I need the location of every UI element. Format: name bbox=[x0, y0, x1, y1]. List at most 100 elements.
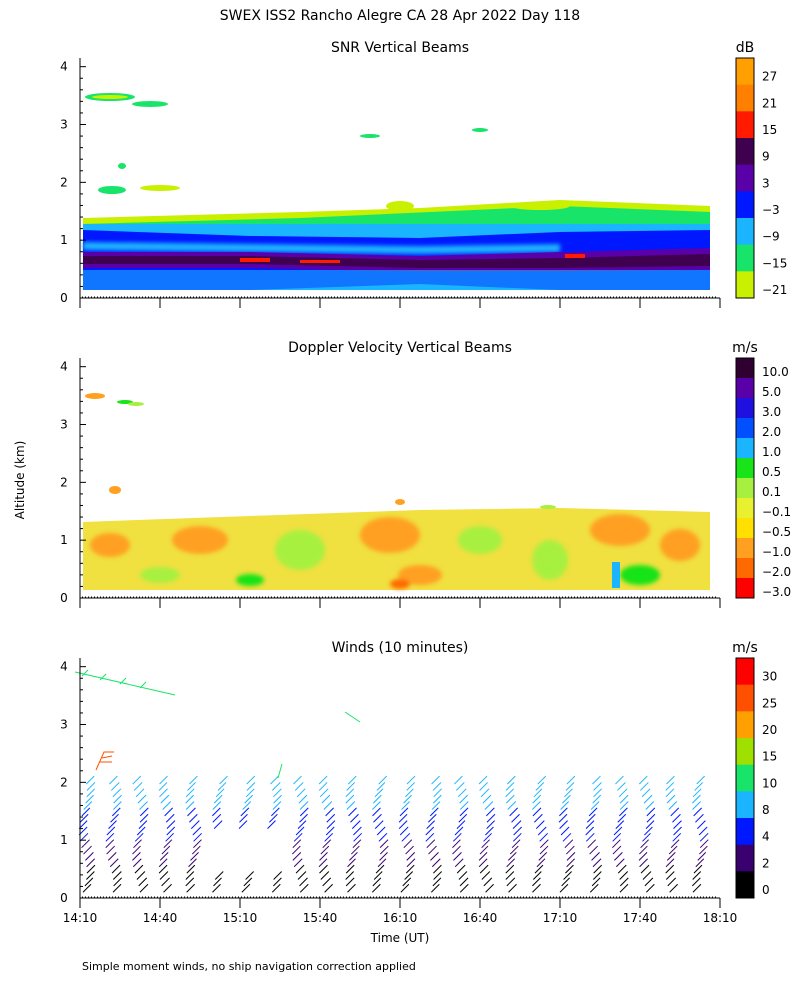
wind-barb bbox=[619, 794, 629, 804]
wind-barb bbox=[163, 839, 173, 849]
wind-profile bbox=[478, 775, 496, 893]
wind-barb bbox=[699, 845, 708, 855]
colorbar-swatch bbox=[736, 58, 754, 86]
wind-barb bbox=[668, 845, 678, 855]
wind-barb bbox=[564, 839, 574, 849]
wind-barb bbox=[698, 826, 708, 836]
wind-barb bbox=[353, 826, 362, 836]
wind-barb bbox=[108, 820, 117, 829]
wind-barb bbox=[188, 858, 197, 868]
wind-barb bbox=[565, 864, 574, 874]
colorbar-1: dB 27 21 15 9 3 −3 −9 −15 −21 bbox=[735, 40, 787, 299]
x-axis-label: Time (UT) bbox=[370, 931, 430, 945]
snr-red-core-3 bbox=[565, 254, 585, 258]
colorbar-tick-label: 30 bbox=[762, 670, 777, 684]
wind-barb bbox=[667, 877, 677, 887]
wind-barb bbox=[458, 813, 468, 823]
wind-barb bbox=[644, 877, 654, 887]
colorbar-swatch bbox=[736, 738, 754, 766]
wind-barb bbox=[319, 788, 329, 798]
wind-barb bbox=[242, 801, 252, 810]
wind-barb bbox=[318, 858, 328, 868]
wind-barb bbox=[272, 801, 282, 810]
doppler-upper-echoes bbox=[85, 393, 556, 509]
wind-barb bbox=[672, 813, 681, 823]
wind-barb bbox=[165, 832, 174, 842]
wind-barb bbox=[619, 871, 629, 880]
wind-barb bbox=[512, 820, 522, 829]
colorbar-tick-label: 0 bbox=[762, 883, 770, 897]
wind-barb bbox=[81, 807, 91, 817]
wind-barb bbox=[406, 782, 416, 791]
colorbar-tick-label: −9 bbox=[762, 230, 780, 244]
wind-barb bbox=[186, 864, 196, 874]
wind-barb bbox=[110, 813, 119, 823]
doppler-heatmap bbox=[83, 393, 710, 590]
wind-barb bbox=[325, 826, 335, 836]
colorbar-tick-label: 27 bbox=[762, 70, 777, 84]
wind-barb bbox=[318, 775, 328, 785]
wind-barb bbox=[558, 813, 568, 823]
wind-barb bbox=[505, 782, 515, 791]
wind-barb bbox=[614, 852, 623, 861]
wind-barb bbox=[110, 782, 120, 791]
colorbar-tick-label: 21 bbox=[762, 96, 777, 110]
wind-barb bbox=[562, 794, 571, 804]
colorbar-unit: m/s bbox=[732, 340, 758, 356]
wind-barb bbox=[459, 794, 469, 804]
wind-barb bbox=[585, 832, 595, 842]
wind-barb bbox=[244, 794, 254, 804]
wind-barb bbox=[591, 852, 600, 861]
colorbar-swatch bbox=[736, 478, 754, 499]
colorbar-swatch bbox=[736, 244, 754, 272]
colorbar-tick-label: 2.0 bbox=[762, 425, 781, 439]
wind-barb bbox=[478, 775, 488, 785]
snr-near-surface bbox=[83, 270, 710, 290]
wind-barb bbox=[401, 832, 411, 842]
wind-barb bbox=[533, 788, 543, 798]
wind-barb bbox=[639, 782, 649, 791]
wind-barb bbox=[161, 845, 171, 855]
wind-barb bbox=[159, 852, 169, 861]
wind-barb bbox=[113, 794, 122, 804]
wind-barb bbox=[452, 832, 462, 842]
colorbar-swatch bbox=[736, 84, 754, 112]
y-tick-label: 0 bbox=[60, 591, 68, 605]
colorbar-tick-label: 10.0 bbox=[762, 365, 789, 379]
doppler-mottling bbox=[90, 514, 700, 589]
wind-barb bbox=[134, 832, 144, 842]
wind-barb bbox=[374, 788, 384, 798]
wind-barb bbox=[665, 871, 675, 880]
colorbar-tick-label: 3.0 bbox=[762, 405, 781, 419]
wind-barb bbox=[159, 788, 168, 798]
wind-barb bbox=[665, 858, 675, 868]
y-tick-label: 2 bbox=[60, 475, 68, 489]
colorbar-swatch bbox=[736, 378, 754, 399]
wind-barb bbox=[372, 877, 382, 887]
wind-barb bbox=[531, 801, 541, 810]
wind-barb bbox=[190, 852, 199, 861]
wind-barb bbox=[299, 807, 309, 817]
wind-barb bbox=[562, 832, 572, 842]
wind-barb bbox=[639, 858, 648, 868]
wind-barb bbox=[217, 782, 227, 791]
wind-barb bbox=[590, 801, 600, 810]
wind-profile bbox=[585, 775, 603, 893]
x-tick-label: 16:10 bbox=[383, 911, 418, 925]
wind-barb bbox=[321, 794, 331, 804]
colorbar-swatch bbox=[736, 191, 754, 219]
wind-barb bbox=[565, 782, 575, 791]
wind-barb bbox=[193, 832, 202, 842]
wind-profile bbox=[238, 775, 256, 893]
colorbar-tick-label: 25 bbox=[762, 696, 777, 710]
wind-barb bbox=[86, 858, 95, 868]
wind-barb bbox=[592, 858, 602, 868]
wind-barb bbox=[694, 782, 704, 791]
wind-barb bbox=[185, 877, 195, 887]
wind-barb bbox=[670, 839, 680, 849]
wind-barb bbox=[295, 864, 305, 874]
wind-barb bbox=[191, 845, 201, 855]
wind-barb bbox=[107, 852, 117, 861]
colorbar-swatch bbox=[736, 164, 754, 192]
wind-barb bbox=[566, 775, 576, 785]
